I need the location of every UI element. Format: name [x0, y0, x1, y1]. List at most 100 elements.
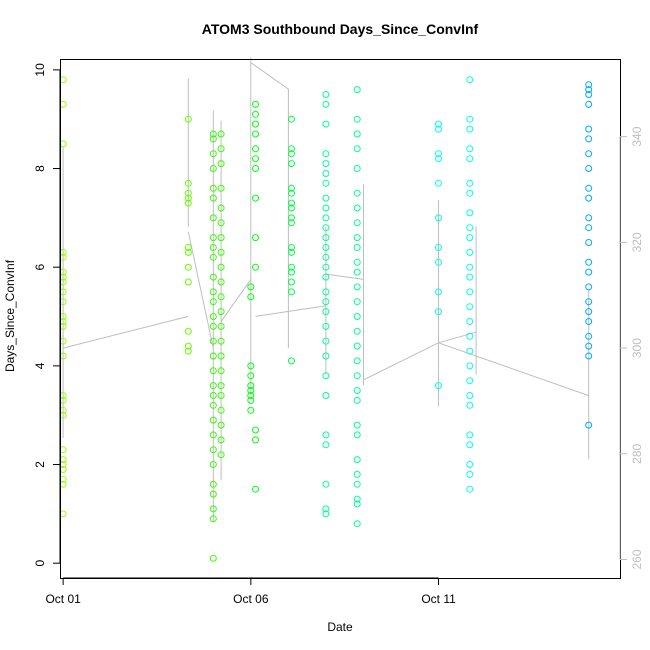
y-tick-label: 10 [33, 63, 47, 77]
data-point [217, 145, 225, 153]
data-point [353, 387, 361, 394]
series-line-segment [438, 342, 589, 397]
data-point [353, 327, 361, 335]
x-axis: Oct 01 Oct 06 Oct 11 [45, 577, 456, 606]
data-point [217, 130, 225, 138]
data-point [585, 214, 593, 222]
y-tick-label: 2 [33, 461, 47, 468]
data-point [435, 155, 442, 163]
data-point [288, 184, 295, 192]
data-point [353, 456, 361, 464]
data-point [209, 401, 217, 409]
data-point [184, 115, 192, 123]
data-point [184, 189, 192, 197]
data-point [322, 352, 330, 360]
data-point [585, 332, 593, 340]
data-point [353, 342, 361, 350]
data-point [466, 392, 474, 399]
data-point [585, 352, 593, 360]
data-point [353, 86, 361, 94]
data-point [288, 288, 295, 296]
y2-tick-label: 280 [630, 443, 644, 463]
data-point [353, 500, 361, 508]
data-point [322, 308, 330, 316]
data-point [209, 214, 217, 222]
data-point [217, 248, 225, 256]
data-point [322, 431, 330, 439]
data-point [217, 451, 225, 459]
data-point [209, 490, 217, 498]
data-point [585, 91, 593, 98]
y-tick-label: 8 [33, 165, 47, 172]
data-point [466, 485, 474, 493]
data-point [435, 382, 442, 390]
y2-axis: 260 280 300 320 340 [619, 126, 644, 570]
data-point [585, 318, 593, 325]
data-point [353, 189, 361, 197]
data-point [466, 441, 474, 449]
data-point [435, 125, 442, 133]
data-point [209, 382, 217, 390]
data-point [585, 298, 593, 306]
data-point [353, 520, 361, 528]
data-point [466, 263, 474, 271]
data-point [209, 480, 217, 488]
data-point [288, 244, 295, 251]
data-point [252, 263, 259, 271]
data-point [585, 342, 593, 350]
data-point [322, 263, 330, 271]
data-point [353, 431, 361, 439]
data-point [322, 170, 330, 177]
data-point [353, 258, 361, 266]
data-point [209, 150, 217, 158]
data-point [466, 377, 474, 385]
x-tick-label: Oct 11 [421, 592, 456, 606]
data-point [217, 278, 225, 286]
data-point [322, 337, 330, 345]
data-point [353, 130, 361, 138]
data-point [184, 347, 192, 355]
series-line-segment [363, 342, 439, 381]
data-point [209, 244, 217, 251]
data-point [322, 100, 330, 108]
data-point [585, 100, 593, 108]
data-point [322, 298, 330, 306]
y-axis-label: Days_Since_ConvInf [3, 259, 17, 372]
data-point [466, 461, 474, 468]
data-point [217, 352, 225, 360]
data-point [353, 165, 361, 172]
data-point [252, 194, 259, 202]
series-line-layer [62, 57, 590, 523]
data-point [435, 214, 442, 222]
data-point [247, 396, 255, 404]
data-point [466, 470, 474, 478]
data-point [247, 293, 255, 301]
series-line-segment [220, 279, 252, 322]
data-point [288, 357, 295, 365]
data-point [209, 337, 217, 345]
data-point [288, 204, 295, 212]
data-point [217, 234, 225, 242]
data-point [217, 184, 225, 192]
data-point [322, 510, 330, 518]
data-point [209, 515, 217, 523]
data-point [322, 244, 330, 251]
data-point [288, 278, 295, 286]
data-point [466, 155, 474, 163]
data-point [209, 461, 217, 468]
data-point [585, 81, 593, 89]
data-point [252, 145, 259, 153]
data-point [288, 199, 295, 207]
data-point [184, 179, 192, 187]
data-point [322, 505, 330, 513]
data-point [353, 470, 361, 478]
data-point [252, 165, 259, 172]
data-point [209, 273, 217, 281]
data-point [353, 115, 361, 123]
data-point [217, 293, 225, 301]
y-tick-label: 4 [33, 362, 47, 369]
x-tick-label: Oct 06 [233, 592, 269, 606]
data-point [247, 283, 255, 291]
data-point [435, 308, 442, 316]
